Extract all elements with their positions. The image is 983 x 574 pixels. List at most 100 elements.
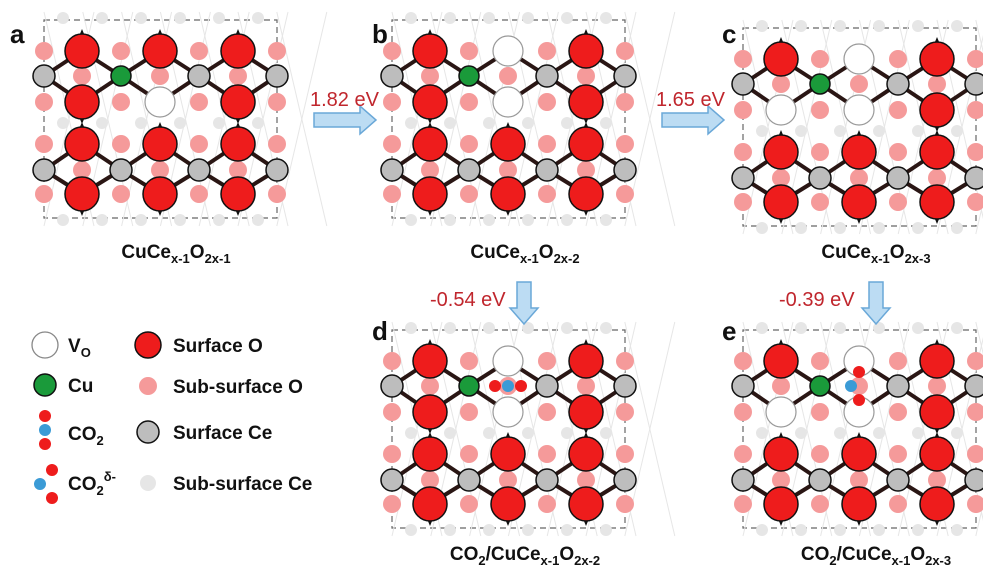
subsurface-o-atom (268, 93, 286, 111)
subsurface-ce-atom (795, 20, 807, 32)
panel-d: d CO2/CuCex-1O2x-2 (372, 316, 676, 568)
panel-caption: CuCex-1O2x-1 (121, 242, 230, 266)
legend-item-co2: CO2 (39, 410, 104, 450)
subsurface-o-atom (928, 169, 946, 187)
surface-o-atom (568, 84, 604, 120)
subsurface-o-atom (850, 169, 868, 187)
subsurface-ce-atom (174, 12, 186, 24)
panel-letter: e (722, 316, 736, 346)
subsurface-ce-atom (795, 222, 807, 234)
subsurface-ce-atom (756, 427, 768, 439)
subsurface-o-atom (889, 403, 907, 421)
surface-ce-atom (535, 158, 559, 182)
surface-o-atom (763, 486, 799, 522)
subsurface-o-atom (35, 185, 53, 203)
svg-text:Cu: Cu (68, 376, 93, 397)
subsurface-ce-atom (483, 214, 495, 226)
subsurface-ce-atom (444, 524, 456, 536)
surface-o-atom (763, 184, 799, 220)
subsurface-o-atom (268, 185, 286, 203)
subsurface-o-atom (383, 185, 401, 203)
surface-ce-atom (731, 374, 755, 398)
surface-o-atom (919, 92, 955, 128)
subsurface-ce-atoms (405, 12, 612, 226)
subsurface-ce-atom (444, 427, 456, 439)
surface-o-atom (412, 33, 448, 69)
subsurface-o-atom (850, 75, 868, 93)
panel-a: a CuCex-1O2x-1 (10, 11, 328, 266)
subsurface-o-atom (967, 445, 983, 463)
subsurface-ce-atom (873, 427, 885, 439)
subsurface-o-atom (460, 352, 478, 370)
subsurface-o-atom (889, 445, 907, 463)
surface-o-atom (841, 436, 877, 472)
subsurface-ce-atom (483, 117, 495, 129)
subsurface-ce-atom (600, 117, 612, 129)
subsurface-o-atom (811, 50, 829, 68)
surface-o-atom (412, 126, 448, 162)
reaction-arrow (661, 104, 726, 136)
legend-item-subsurface-o: Sub-surface O (139, 377, 303, 398)
subsurface-ce-atom (135, 117, 147, 129)
subsurface-ce-atom (756, 125, 768, 137)
subsurface-ce-atom (795, 427, 807, 439)
subsurface-ce-atom (561, 322, 573, 334)
energy-label: 1.82 eV (310, 89, 380, 111)
surface-o-atom (568, 343, 604, 379)
subsurface-ce-atom (405, 12, 417, 24)
subsurface-o-atom (772, 169, 790, 187)
surface-o-atom (412, 176, 448, 212)
surface-o-atom (568, 436, 604, 472)
oxygen-vacancy (144, 86, 176, 118)
subsurface-ce-atom (522, 524, 534, 536)
subsurface-o-atom (616, 495, 634, 513)
surface-o-atom (919, 41, 955, 77)
surface-o-atom (142, 126, 178, 162)
subsurface-o-atom (229, 67, 247, 85)
surface-ce-atom (380, 468, 404, 492)
surface-o-atom (64, 176, 100, 212)
subsurface-o-atom (889, 101, 907, 119)
svg-text:Sub-surface O: Sub-surface O (173, 377, 303, 398)
subsurface-o-atom (811, 352, 829, 370)
panel-letter: c (722, 19, 736, 49)
subsurface-o-atom (460, 445, 478, 463)
subsurface-ce-atom (873, 222, 885, 234)
surface-o-atom (568, 126, 604, 162)
energy-label: -0.54 eV (430, 289, 506, 311)
surface-ce-atom (187, 158, 211, 182)
panel-e: e CO2/CuCex-1O2x-3 (722, 316, 983, 568)
subsurface-ce-atoms (405, 322, 612, 536)
subsurface-ce-atom (561, 117, 573, 129)
legend-item-vacancy: VO (31, 331, 91, 360)
subsurface-ce-atom (522, 322, 534, 334)
subsurface-o-atom (190, 42, 208, 60)
subsurface-ce-atom (912, 322, 924, 334)
subsurface-ce-atom (483, 322, 495, 334)
surface-o-atom (763, 41, 799, 77)
arrow-b-to-c: 1.65 eV (656, 89, 726, 136)
subsurface-o-atom (460, 185, 478, 203)
subsurface-ce-atom (522, 214, 534, 226)
subsurface-ce-atom (96, 12, 108, 24)
energy-label: -0.39 eV (779, 289, 855, 311)
subsurface-o-atom (967, 143, 983, 161)
surface-o-atom (919, 134, 955, 170)
subsurface-o-atom (112, 135, 130, 153)
subsurface-o-atom (190, 185, 208, 203)
subsurface-o-atom (734, 193, 752, 211)
surface-o-atom (919, 343, 955, 379)
surface-o-atom (64, 84, 100, 120)
reaction-arrow (508, 281, 540, 326)
subsurface-o-atom (383, 93, 401, 111)
subsurface-o-atom (889, 495, 907, 513)
oxygen-vacancy (492, 396, 524, 428)
surface-o-atom (568, 33, 604, 69)
subsurface-ce-atom (912, 20, 924, 32)
subsurface-ce-atom (483, 12, 495, 24)
legend-item-cu: Cu (33, 373, 93, 397)
surface-o-atom (220, 126, 256, 162)
surface-o-atom (64, 33, 100, 69)
subsurface-o-atom (889, 50, 907, 68)
